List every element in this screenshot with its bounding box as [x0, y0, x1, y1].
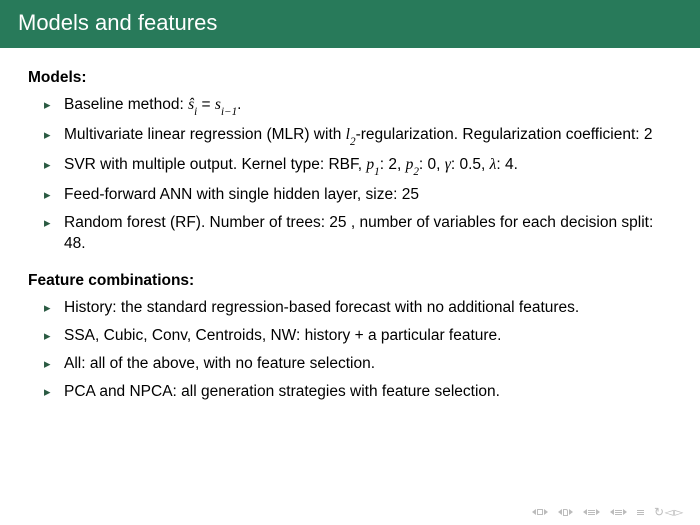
models-list: Baseline method: ŝi = si−1. Multivariate…: [28, 95, 672, 255]
list-item: SSA, Cubic, Conv, Centroids, NW: history…: [50, 326, 672, 347]
nav-replay-icon[interactable]: ↻◅▻: [654, 505, 684, 519]
nav-subsection-icon[interactable]: [558, 509, 573, 516]
list-item: History: the standard regression-based f…: [50, 298, 672, 319]
list-item: Baseline method: ŝi = si−1.: [50, 95, 672, 118]
list-item: Random forest (RF). Number of trees: 25 …: [50, 213, 672, 255]
slide-title-bar: Models and features: [0, 0, 700, 48]
nav-section-back-icon[interactable]: [583, 509, 600, 515]
nav-section-fwd-icon[interactable]: [610, 509, 627, 515]
features-list: History: the standard regression-based f…: [28, 298, 672, 403]
list-item: SVR with multiple output. Kernel type: R…: [50, 155, 672, 178]
slide-title: Models and features: [18, 10, 217, 35]
nav-frame-back-icon[interactable]: [532, 509, 548, 515]
features-heading: Feature combinations:: [28, 271, 672, 292]
list-item: Feed-forward ANN with single hidden laye…: [50, 185, 672, 206]
slide-content: Models: Baseline method: ŝi = si−1. Mult…: [0, 48, 700, 403]
nav-goto-end-icon[interactable]: [637, 512, 644, 513]
list-item: Multivariate linear regression (MLR) wit…: [50, 125, 672, 148]
list-item: PCA and NPCA: all generation strategies …: [50, 382, 672, 403]
list-item: All: all of the above, with no feature s…: [50, 354, 672, 375]
beamer-nav-footer: ↻◅▻: [532, 505, 684, 519]
models-heading: Models:: [28, 68, 672, 89]
